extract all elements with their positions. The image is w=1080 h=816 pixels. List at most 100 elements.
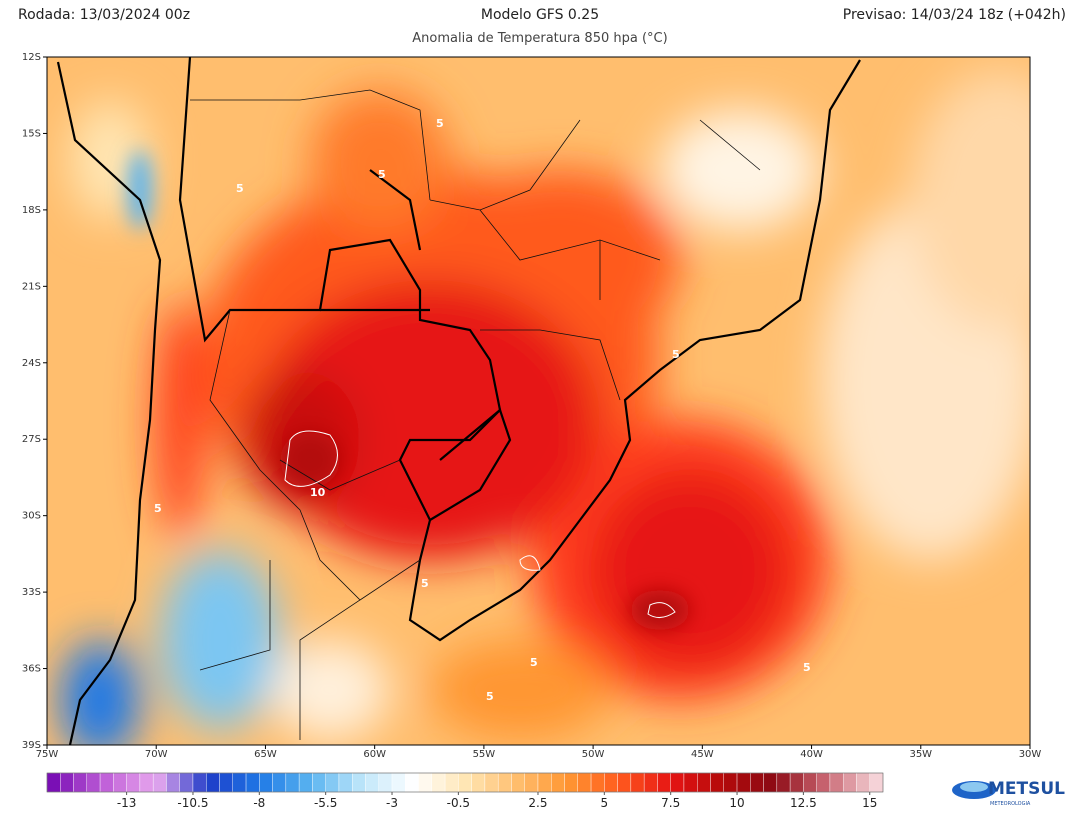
colorbar-cell	[816, 772, 831, 793]
colorbar-cell	[259, 772, 273, 793]
colorbar-cell	[139, 772, 154, 793]
colorbar-cell	[431, 772, 446, 793]
colorbar-cell	[152, 772, 167, 793]
anomaly-field: 5 5 5 5 5 10 5 5 5 5	[47, 57, 1030, 745]
colorbar-label: -0.5	[447, 796, 470, 810]
lat-label: 21S	[22, 281, 41, 292]
colorbar-cell	[391, 772, 406, 793]
map-frame	[46, 56, 1031, 746]
contour-label: 5	[803, 661, 811, 674]
forecast-time: Previsao: 14/03/24 18z (+042h)	[843, 7, 1066, 23]
colorbar-label: -13	[117, 796, 137, 810]
colorbar-cell	[86, 772, 101, 793]
colorbar-cell	[365, 772, 379, 793]
metsul-logo: METSUL METEOROLOGIA	[952, 779, 1065, 807]
lon-label: 70W	[145, 749, 168, 760]
colorbar-cell	[418, 772, 433, 793]
colorbar-cell	[192, 772, 207, 793]
logo-name: METSUL	[988, 779, 1065, 799]
colorbar-cell	[352, 772, 366, 793]
lon-label: 50W	[582, 749, 605, 760]
contour-label: 5	[236, 182, 244, 195]
colorbar-label: 15	[862, 796, 877, 810]
colorbar-cell	[750, 772, 764, 793]
lon-label: 40W	[800, 749, 823, 760]
colorbar-cell	[683, 772, 698, 793]
lat-label: 33S	[22, 587, 41, 598]
contour-label: 5	[154, 502, 162, 515]
colorbar-cell	[471, 772, 486, 793]
colorbar-cell	[643, 772, 658, 793]
lon-label: 60W	[363, 749, 386, 760]
colorbar-cell	[179, 772, 194, 793]
colorbar-cell	[484, 772, 499, 793]
lat-label: 27S	[22, 434, 41, 445]
colorbar-label: 12.5	[790, 796, 817, 810]
lon-label: 65W	[254, 749, 277, 760]
colorbar-cell	[338, 772, 353, 793]
colorbar-cell	[272, 772, 287, 793]
colorbar-cell	[829, 772, 844, 793]
colorbar-cell	[670, 772, 685, 793]
colorbar-label: 5	[601, 796, 609, 810]
colorbar-cell	[590, 772, 605, 793]
colorbar-cell	[869, 772, 884, 793]
colorbar-label: -5.5	[314, 796, 337, 810]
lat-label: 39S	[22, 740, 41, 751]
colorbar-cell	[803, 772, 817, 793]
contour-label: 10	[310, 486, 326, 499]
lat-label: 15S	[22, 128, 41, 139]
colorbar-cell	[405, 772, 419, 793]
colorbar-label: 2.5	[528, 796, 547, 810]
colorbar-cell	[219, 772, 233, 793]
colorbar-cell	[113, 772, 127, 793]
colorbar-cell	[657, 772, 671, 793]
colorbar-cell	[99, 772, 114, 793]
lon-label: 45W	[691, 749, 714, 760]
colorbar-cell	[325, 772, 340, 793]
lon-label: 30W	[1019, 749, 1042, 760]
lon-label: 35W	[909, 749, 932, 760]
colorbar-cell	[458, 772, 472, 793]
colorbar-cell	[60, 772, 74, 793]
colorbar-cell	[763, 772, 778, 793]
lat-label: 36S	[22, 664, 41, 675]
colorbar-cell	[285, 772, 300, 793]
lat-label: 24S	[22, 358, 41, 369]
contour-label: 5	[378, 168, 386, 181]
colorbar-cell	[776, 772, 791, 793]
contour-label: 5	[672, 348, 680, 361]
colorbar-cell	[577, 772, 592, 793]
colorbar-cell	[537, 772, 552, 793]
colorbar-cell	[617, 772, 632, 793]
colorbar-cell	[630, 772, 645, 793]
colorbar-cell	[298, 772, 313, 793]
run-time: Rodada: 13/03/2024 00z	[18, 7, 190, 23]
colorbar-cell	[312, 772, 326, 793]
lon-label: 55W	[473, 749, 496, 760]
colorbar-cell	[206, 772, 220, 793]
colorbar-cell	[710, 772, 724, 793]
colorbar-cell	[497, 772, 512, 793]
colorbar-cell	[604, 772, 618, 793]
colorbar-cell	[736, 772, 751, 793]
map-subtitle: Anomalia de Temperatura 850 hpa (°C)	[412, 31, 667, 46]
colorbar-label: -3	[386, 796, 398, 810]
colorbar-label: -10.5	[177, 796, 208, 810]
colorbar-cell	[511, 772, 525, 793]
contour-label: 5	[486, 690, 494, 703]
colorbar-frame	[46, 772, 884, 793]
contour-label: 5	[436, 117, 444, 130]
colorbar-cell	[723, 772, 738, 793]
lat-label: 30S	[22, 511, 41, 522]
colorbar-cell	[245, 772, 260, 793]
colorbar-cell	[524, 772, 539, 793]
colorbar-label: 10	[729, 796, 744, 810]
lon-label: 75W	[36, 749, 59, 760]
colorbar-cell	[789, 772, 804, 793]
contour-label: 5	[421, 577, 429, 590]
colorbar-cell	[551, 772, 565, 793]
colorbar-cell	[232, 772, 247, 793]
